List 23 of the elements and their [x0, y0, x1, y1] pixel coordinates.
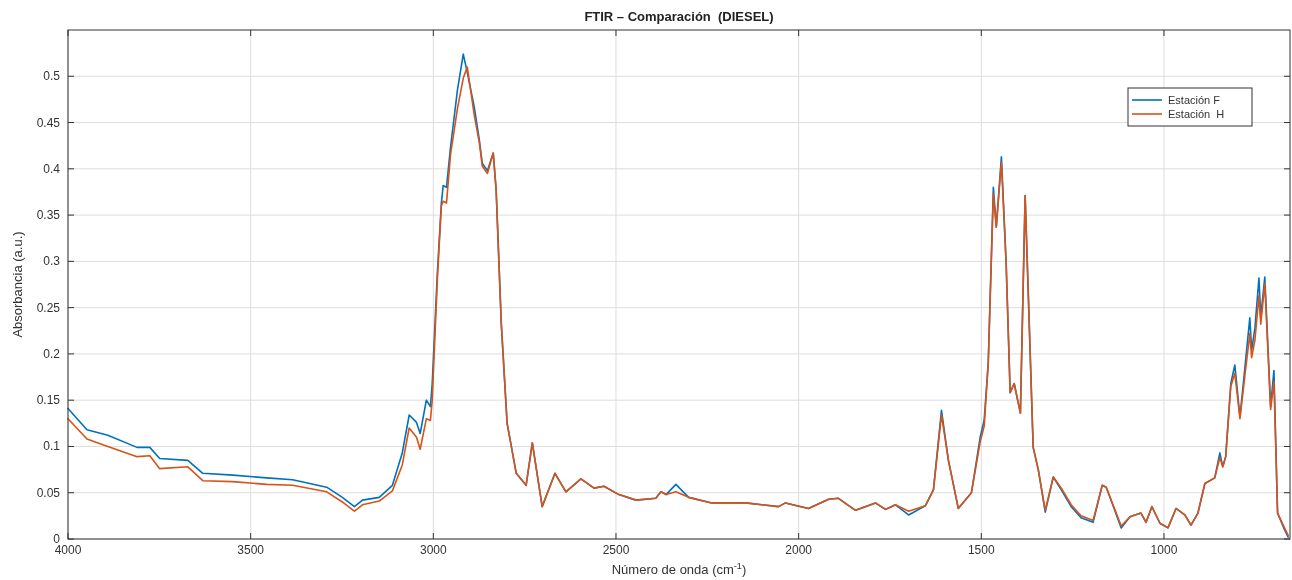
legend-label: Estación H: [1168, 108, 1225, 120]
x-tick-label: 1500: [967, 543, 995, 557]
y-tick-label: 0.25: [36, 300, 61, 315]
y-tick-label: 0.05: [36, 485, 61, 500]
x-axis-title: Número de onda (cm$^{-1}$): [611, 561, 747, 577]
y-tick-label: 0.3: [43, 254, 61, 269]
legend-label: Estación F: [1168, 94, 1221, 106]
x-tick-label: 1000: [1150, 543, 1178, 557]
y-tick-label: 0.15: [36, 393, 61, 408]
y-axis-title: Absorbancia (a.u.): [10, 231, 25, 338]
x-tick-label: 3000: [419, 543, 447, 557]
y-tick-label: 0.1: [43, 439, 61, 454]
y-tick-label: 0: [53, 532, 61, 546]
x-tick-label: 3500: [237, 543, 265, 557]
x-tick-label: 2500: [602, 543, 630, 557]
x-tick-label: 2000: [785, 543, 813, 557]
y-tick-label: 0.4: [43, 161, 61, 176]
x-tick-label: 4000: [54, 543, 82, 557]
y-tick-label: 0.35: [36, 208, 61, 223]
y-tick-label: 0.45: [36, 115, 61, 130]
chart-title: FTIR – Comparación (DIESEL): [584, 9, 774, 24]
y-tick-label: 0.2: [43, 346, 61, 361]
y-tick-label: 0.5: [43, 69, 61, 84]
